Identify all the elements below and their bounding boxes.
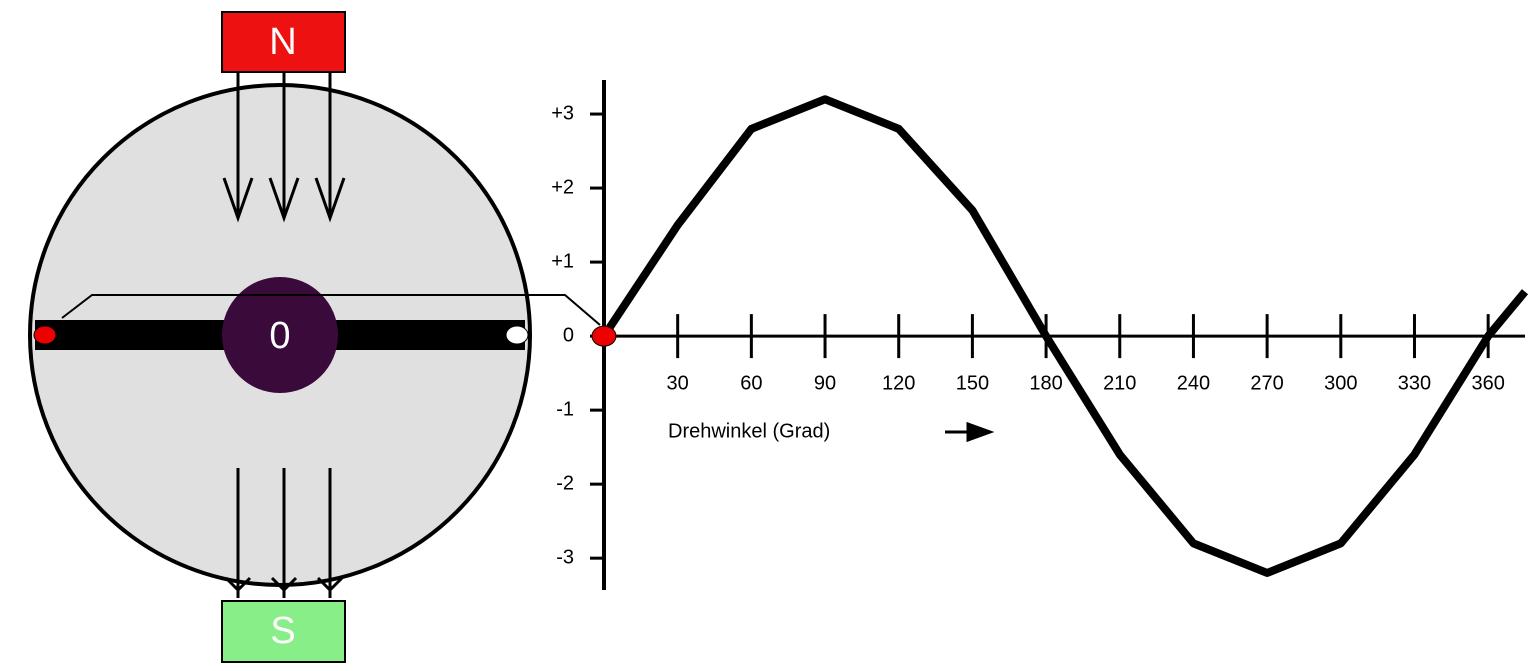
x-tick-label: 210 — [1103, 372, 1136, 394]
x-tick-label: 240 — [1177, 372, 1210, 394]
y-tick-label: -1 — [556, 398, 574, 420]
coil-end-white — [505, 325, 529, 345]
x-tick-label: 30 — [667, 372, 689, 394]
field-arrows-top — [222, 72, 346, 223]
origin-dot — [591, 325, 617, 347]
x-tick-label: 180 — [1029, 372, 1062, 394]
north-label: N — [269, 21, 296, 63]
x-tick-label: 90 — [814, 372, 836, 394]
x-axis-label: Drehwinkel (Grad) — [668, 420, 830, 442]
y-tick-label: +2 — [551, 176, 574, 198]
x-tick-label: 330 — [1398, 372, 1431, 394]
x-tick-label: 60 — [740, 372, 762, 394]
field-arrows-bottom — [224, 468, 344, 598]
coil-end-red — [33, 325, 57, 345]
x-tick-label: 300 — [1324, 372, 1357, 394]
rotor-axis — [222, 277, 338, 393]
generator-diagram: N 0 S — [28, 11, 601, 663]
south-label: S — [270, 610, 295, 652]
x-tick-label: 270 — [1250, 372, 1283, 394]
curve — [600, 95, 1529, 577]
y-tick-label: -2 — [556, 472, 574, 494]
y-tick-label: +3 — [551, 102, 574, 124]
y-tick-label: 0 — [563, 324, 574, 346]
x-tick-label: 120 — [882, 372, 915, 394]
x-tick-label: 150 — [956, 372, 989, 394]
rotor-label: 0 — [269, 315, 290, 357]
y-tick-label: -3 — [556, 546, 574, 568]
y-tick-label: +1 — [551, 250, 574, 272]
wire — [61, 294, 601, 326]
x-tick-label: 360 — [1471, 372, 1504, 394]
south-pole — [221, 600, 346, 663]
north-pole — [221, 11, 346, 73]
axis-arrow — [945, 421, 995, 443]
